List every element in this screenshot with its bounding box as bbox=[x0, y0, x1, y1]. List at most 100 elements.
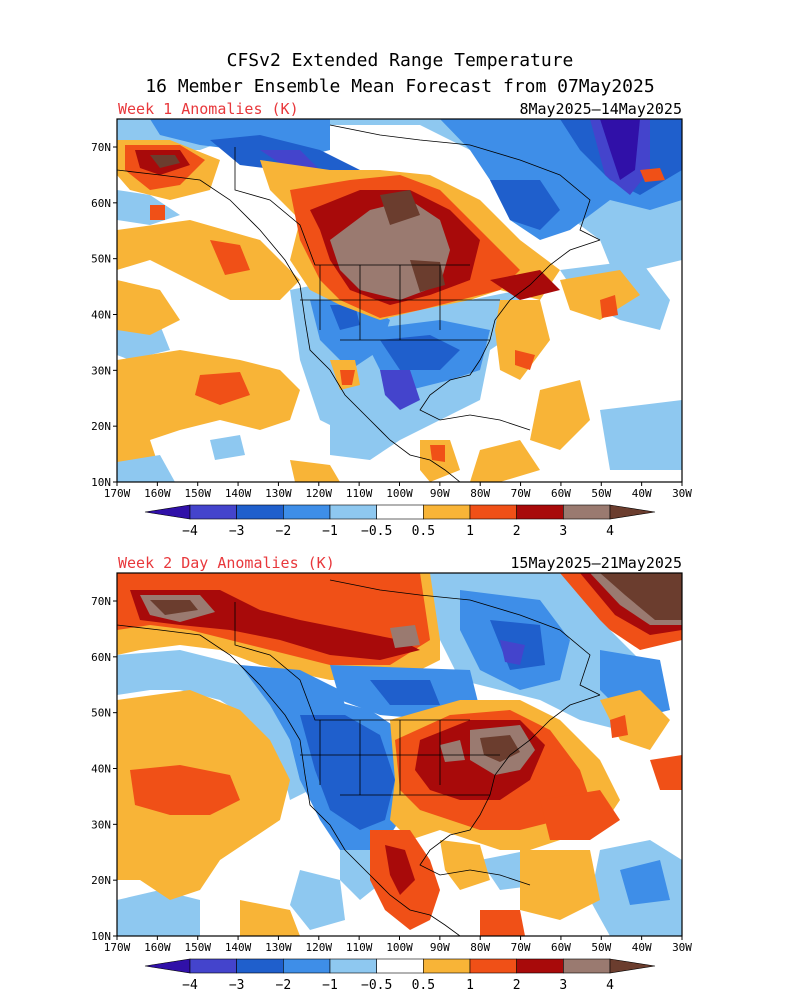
lon-tick-label: 90W bbox=[430, 941, 450, 954]
lon-tick-label: 110W bbox=[346, 487, 373, 500]
colorbar-label: −4 bbox=[182, 978, 198, 993]
colorbar-label: 0.5 bbox=[412, 978, 435, 993]
colorbar-segment bbox=[563, 958, 611, 974]
week1-date-range: 8May2025—14May2025 bbox=[519, 100, 682, 118]
colorbar-segment bbox=[376, 958, 424, 974]
colorbar-label: −0.5 bbox=[361, 524, 392, 539]
lon-tick-label: 160W bbox=[144, 941, 171, 954]
week1-label: Week 1 Anomalies (K) bbox=[118, 100, 299, 118]
colorbar-label: 2 bbox=[513, 978, 521, 993]
colorbar-label: −3 bbox=[229, 978, 245, 993]
colorbar-label: −2 bbox=[276, 524, 292, 539]
title-line-2: 16 Member Ensemble Mean Forecast from 07… bbox=[145, 76, 654, 97]
colorbar-segment bbox=[609, 504, 656, 520]
lon-tick-label: 30W bbox=[672, 487, 692, 500]
week2-date-range: 15May2025—21May2025 bbox=[510, 554, 682, 572]
lon-tick-label: 50W bbox=[591, 487, 611, 500]
colorbar-segment bbox=[189, 504, 237, 520]
lon-tick-label: 120W bbox=[306, 941, 333, 954]
colorbar-label: 4 bbox=[606, 524, 614, 539]
week2-map bbox=[117, 573, 682, 936]
colorbar-label: −0.5 bbox=[361, 978, 392, 993]
colorbar-label: 2 bbox=[513, 524, 521, 539]
colorbar-label: 1 bbox=[466, 524, 474, 539]
week1-colorbar: −4 −3 −2 −1 −0.5 0.5 1 2 3 4 bbox=[144, 504, 656, 539]
lat-tick-label: 20N bbox=[91, 420, 111, 433]
week2-label: Week 2 Day Anomalies (K) bbox=[118, 554, 335, 572]
colorbar-segment bbox=[144, 504, 191, 520]
colorbar-label: 3 bbox=[559, 978, 567, 993]
colorbar-segment bbox=[423, 958, 471, 974]
lat-tick-label: 10N bbox=[91, 476, 111, 489]
lat-tick-label: 60N bbox=[91, 651, 111, 664]
colorbar-label: −1 bbox=[322, 524, 338, 539]
colorbar-segment bbox=[329, 504, 377, 520]
lat-tick-label: 50N bbox=[91, 707, 111, 720]
lon-tick-label: 80W bbox=[470, 487, 490, 500]
lon-tick-label: 130W bbox=[265, 941, 292, 954]
lon-tick-label: 150W bbox=[184, 941, 211, 954]
colorbar-segment bbox=[144, 958, 191, 974]
lat-tick-label: 40N bbox=[91, 309, 111, 322]
lon-tick-label: 100W bbox=[386, 487, 413, 500]
lat-tick-label: 50N bbox=[91, 253, 111, 266]
lon-tick-label: 90W bbox=[430, 487, 450, 500]
colorbar-segment bbox=[283, 504, 331, 520]
colorbar-segment bbox=[516, 958, 564, 974]
week1-map bbox=[117, 119, 682, 482]
lon-tick-label: 140W bbox=[225, 487, 252, 500]
colorbar-segment bbox=[609, 958, 656, 974]
colorbar-label: 3 bbox=[559, 524, 567, 539]
lon-tick-label: 40W bbox=[632, 487, 652, 500]
lon-tick-label: 110W bbox=[346, 941, 373, 954]
colorbar-label: 1 bbox=[466, 978, 474, 993]
colorbar-segment bbox=[423, 504, 471, 520]
lat-tick-label: 30N bbox=[91, 364, 111, 377]
lon-tick-label: 150W bbox=[184, 487, 211, 500]
colorbar-segment bbox=[236, 958, 284, 974]
lon-tick-label: 160W bbox=[144, 487, 171, 500]
lon-tick-label: 40W bbox=[632, 941, 652, 954]
colorbar-label: 4 bbox=[606, 978, 614, 993]
week2-panel: Week 2 Day Anomalies (K) 15May2025—21May… bbox=[91, 554, 692, 954]
lon-tick-label: 50W bbox=[591, 941, 611, 954]
colorbar-segment bbox=[236, 504, 284, 520]
colorbar-segment bbox=[283, 958, 331, 974]
week2-colorbar: −4 −3 −2 −1 −0.5 0.5 1 2 3 4 bbox=[144, 958, 656, 993]
colorbar-segment bbox=[563, 504, 611, 520]
colorbar-segment bbox=[469, 958, 517, 974]
colorbar-label: −1 bbox=[322, 978, 338, 993]
lon-tick-label: 170W bbox=[104, 487, 131, 500]
lon-tick-label: 100W bbox=[386, 941, 413, 954]
colorbar-label: 0.5 bbox=[412, 524, 435, 539]
lon-tick-label: 60W bbox=[551, 941, 571, 954]
lat-tick-label: 70N bbox=[91, 595, 111, 608]
lon-tick-label: 60W bbox=[551, 487, 571, 500]
colorbar-label: −3 bbox=[229, 524, 245, 539]
lon-tick-label: 80W bbox=[470, 941, 490, 954]
lon-tick-label: 30W bbox=[672, 941, 692, 954]
week1-panel: Week 1 Anomalies (K) 8May2025—14May2025 bbox=[91, 100, 692, 500]
colorbar-segment bbox=[329, 958, 377, 974]
lon-tick-label: 140W bbox=[225, 941, 252, 954]
lon-tick-label: 130W bbox=[265, 487, 292, 500]
lat-tick-label: 70N bbox=[91, 141, 111, 154]
colorbar-label: −2 bbox=[276, 978, 292, 993]
colorbar-segment bbox=[376, 504, 424, 520]
lon-tick-label: 170W bbox=[104, 941, 131, 954]
lon-tick-label: 70W bbox=[511, 487, 531, 500]
lat-tick-label: 40N bbox=[91, 763, 111, 776]
lon-tick-label: 70W bbox=[511, 941, 531, 954]
colorbar-segment bbox=[469, 504, 517, 520]
lat-tick-label: 30N bbox=[91, 818, 111, 831]
colorbar-segment bbox=[189, 958, 237, 974]
lat-tick-label: 10N bbox=[91, 930, 111, 943]
colorbar-segment bbox=[516, 504, 564, 520]
title-line-1: CFSv2 Extended Range Temperature bbox=[227, 50, 574, 71]
colorbar-label: −4 bbox=[182, 524, 198, 539]
lat-tick-label: 20N bbox=[91, 874, 111, 887]
lon-tick-label: 120W bbox=[306, 487, 333, 500]
